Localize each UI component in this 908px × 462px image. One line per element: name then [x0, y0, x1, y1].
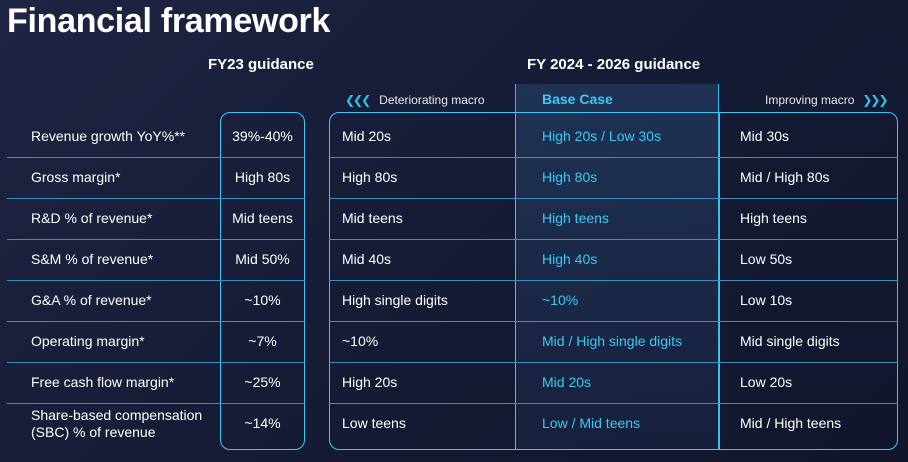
fy23-value: Mid teens — [232, 210, 293, 226]
fy24-columns-frame — [329, 112, 898, 450]
row-divider — [329, 362, 898, 363]
row-divider — [329, 198, 898, 199]
improving-value: Mid single digits — [740, 333, 840, 349]
row-divider — [220, 362, 305, 363]
fy23-value: Mid 50% — [235, 251, 290, 267]
row-label: Revenue growth YoY%** — [31, 128, 186, 144]
improving-value: Mid / High teens — [740, 415, 842, 431]
fy23-value: ~14% — [244, 415, 281, 431]
fy23-value: ~7% — [248, 333, 277, 349]
row-label: G&A % of revenue* — [31, 292, 152, 308]
row-divider — [7, 280, 220, 281]
chevrons-left-icon: ❮❮❮ — [345, 93, 371, 107]
fy23-value: ~10% — [244, 292, 281, 308]
row-divider — [7, 239, 220, 240]
row-divider — [7, 403, 220, 404]
base-value: Mid 20s — [542, 374, 592, 390]
improving-value: High teens — [740, 210, 807, 226]
improving-value: Low 10s — [740, 292, 793, 308]
base-value: High 40s — [542, 251, 598, 267]
base-value: High 20s / Low 30s — [542, 128, 662, 144]
deteriorating-macro-label: Deteriorating macro — [379, 93, 485, 107]
row-divider — [329, 239, 898, 240]
row-divider — [220, 239, 305, 240]
row-label: Free cash flow margin* — [31, 374, 175, 390]
row-divider — [220, 321, 305, 322]
row-label: S&M % of revenue* — [31, 251, 154, 267]
deteriorating-value: Mid 20s — [342, 128, 392, 144]
deteriorating-value: ~10% — [342, 333, 379, 349]
deteriorating-value: High single digits — [342, 292, 448, 308]
base-value: High 80s — [542, 169, 598, 185]
fy24-heading: FY 2024 - 2026 guidance — [527, 56, 701, 73]
deteriorating-macro-header: ❮❮❮ Deteriorating macro — [345, 93, 485, 107]
row-divider — [7, 157, 220, 158]
fy23-heading: FY23 guidance — [208, 56, 314, 73]
fy23-value: ~25% — [244, 374, 281, 390]
improving-macro-label: Improving macro — [765, 93, 855, 107]
base-value: High teens — [542, 210, 609, 226]
page-title: Financial framework — [7, 2, 331, 40]
deteriorating-value: High 20s — [342, 374, 398, 390]
row-divider — [220, 403, 305, 404]
fy23-value: 39%-40% — [232, 128, 293, 144]
base-case-label: Base Case — [542, 91, 613, 107]
deteriorating-value: High 80s — [342, 169, 398, 185]
fy23-value: High 80s — [234, 169, 291, 185]
row-divider — [7, 321, 220, 322]
base-value: ~10% — [542, 292, 579, 308]
row-divider — [7, 198, 220, 199]
deteriorating-value: Mid teens — [342, 210, 403, 226]
row-label: Gross margin* — [31, 169, 121, 185]
improving-value: Mid 30s — [740, 128, 790, 144]
row-divider — [329, 321, 898, 322]
base-value: Low / Mid teens — [542, 415, 641, 431]
base-value: Mid / High single digits — [542, 333, 683, 349]
improving-value: Mid / High 80s — [740, 169, 830, 185]
row-divider — [220, 198, 305, 199]
row-label: Share-based compensation (SBC) % of reve… — [31, 406, 203, 440]
column-divider — [719, 112, 720, 450]
row-divider — [220, 157, 305, 158]
row-label: Operating margin* — [31, 333, 145, 349]
row-divider — [329, 403, 898, 404]
deteriorating-value: Low teens — [342, 415, 406, 431]
chevrons-right-icon: ❯❯❯ — [862, 93, 888, 107]
base-case-highlight — [515, 84, 719, 450]
row-divider — [220, 280, 305, 281]
improving-value: Low 20s — [740, 374, 793, 390]
fy23-column-frame — [220, 112, 305, 450]
deteriorating-value: Mid 40s — [342, 251, 392, 267]
row-divider — [329, 157, 898, 158]
improving-value: Low 50s — [740, 251, 793, 267]
row-divider — [7, 362, 220, 363]
column-divider — [515, 112, 516, 450]
row-divider — [329, 280, 898, 281]
row-label: R&D % of revenue* — [31, 210, 153, 226]
improving-macro-header: Improving macro ❯❯❯ — [765, 93, 889, 107]
